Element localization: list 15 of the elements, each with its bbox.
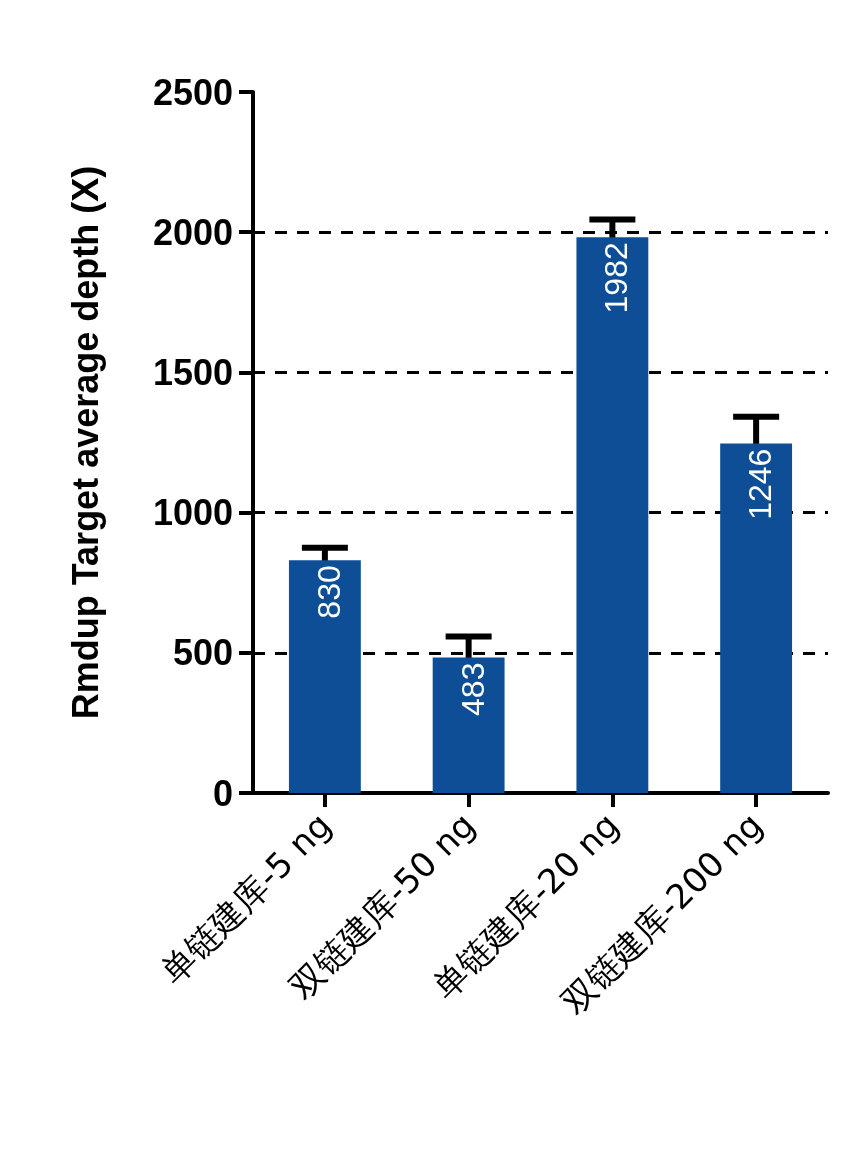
y-tick-label: 2500	[152, 71, 233, 113]
y-tick-label: 2000	[152, 211, 233, 253]
y-tick-label: 0	[212, 772, 233, 814]
data-label: 1982	[598, 242, 635, 314]
bar	[288, 560, 361, 793]
y-tick-label: 1000	[152, 492, 233, 534]
bar	[432, 657, 505, 793]
data-label: 830	[310, 565, 347, 619]
y-axis-title: Rmdup Target average depth (X)	[64, 165, 106, 720]
data-label: 483	[454, 662, 491, 716]
bar	[720, 443, 793, 793]
y-tick-label: 500	[172, 632, 233, 674]
y-tick-label: 1500	[152, 351, 233, 393]
bar	[576, 237, 649, 793]
data-label: 1246	[742, 448, 779, 520]
